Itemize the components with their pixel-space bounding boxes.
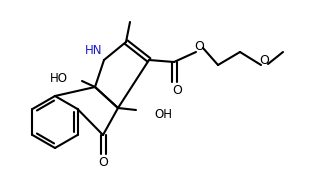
Text: O: O	[172, 83, 182, 97]
Text: OH: OH	[154, 108, 172, 121]
Text: O: O	[259, 54, 269, 66]
Text: O: O	[98, 155, 108, 169]
Text: HN: HN	[84, 44, 102, 57]
Text: HO: HO	[50, 71, 68, 85]
Text: O: O	[194, 40, 204, 54]
